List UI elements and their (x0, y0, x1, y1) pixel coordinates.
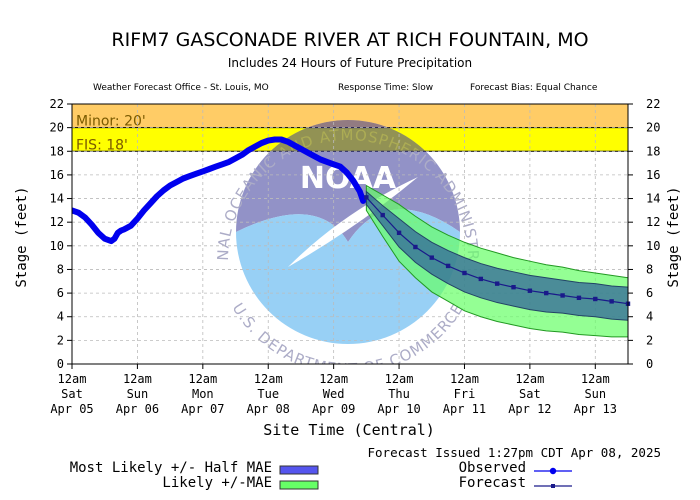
y-tick-label-right: 20 (646, 121, 660, 135)
x-tick-label-time: 12am (319, 372, 348, 386)
y-tick-label-right: 18 (646, 144, 660, 158)
forecast-point (445, 263, 451, 269)
x-tick-label-date: Apr 10 (377, 402, 420, 416)
x-tick-label-date: Apr 08 (247, 402, 290, 416)
x-tick-label-time: 12am (188, 372, 217, 386)
x-tick-label-time: 12am (450, 372, 479, 386)
forecast-point (380, 212, 385, 218)
x-tick-label-day: Wed (323, 387, 345, 401)
x-tick-label-time: 12am (254, 372, 283, 386)
legend-forecast-label: Forecast (459, 475, 526, 491)
forecast-point (560, 293, 565, 298)
forecast-point (609, 299, 614, 304)
y-tick-label-left: 12 (50, 215, 64, 229)
forecast-point (527, 288, 533, 293)
x-tick-label-date: Apr 06 (116, 402, 159, 416)
x-tick-label-date: Apr 07 (181, 402, 224, 416)
legend-observed-marker (549, 467, 557, 475)
y-axis-label-right: Stage (feet) (666, 186, 682, 287)
y-tick-label-right: 14 (646, 192, 660, 206)
minor-flood-band (72, 104, 628, 128)
observed-series-line (72, 136, 367, 245)
response-time-label: Response Time: Slow (338, 83, 433, 93)
x-tick-label-time: 12am (385, 372, 414, 386)
y-tick-label-left: 14 (50, 192, 64, 206)
x-tick-label-day: Mon (192, 387, 214, 401)
legend-mae-label: Likely +/-MAE (162, 475, 272, 491)
y-tick-label-left: 18 (50, 144, 64, 158)
x-tick-label-date: Apr 13 (574, 402, 617, 416)
x-tick-label-date: Apr 11 (443, 402, 486, 416)
y-tick-label-left: 10 (50, 239, 64, 253)
forecast-point (462, 270, 467, 276)
y-tick-label-left: 22 (50, 97, 64, 111)
x-tick-label-date: Apr 12 (508, 402, 551, 416)
x-tick-label-time: 12am (515, 372, 544, 386)
forecast-point (413, 244, 418, 250)
seal-top-half (236, 120, 460, 242)
x-tick-label-time: 12am (581, 372, 610, 386)
forecast-bias-label: Forecast Bias: Equal Chance (470, 83, 598, 93)
forecast-point (494, 281, 500, 286)
x-tick-label-day: Tue (257, 387, 279, 401)
y-tick-label-left: 16 (50, 168, 64, 182)
forecast-point (478, 276, 484, 282)
x-tick-label-day: Sat (519, 387, 541, 401)
minor-threshold-label: Minor: 20' (76, 114, 146, 130)
y-tick-label-left: 4 (57, 310, 64, 324)
x-axis-label: Site Time (Central) (263, 421, 435, 439)
forecast-point (511, 284, 516, 290)
legend-half-mae-swatch (279, 465, 319, 475)
forecast-point (593, 296, 598, 302)
x-tick-label-day: Thu (388, 387, 410, 401)
y-tick-label-right: 6 (646, 286, 653, 300)
x-tick-label-time: 12am (58, 372, 87, 386)
wfo-label: Weather Forecast Office - St. Louis, MO (93, 83, 269, 93)
legend-half-mae-label: Most Likely +/- Half MAE (70, 460, 272, 476)
legend-observed-label: Observed (459, 460, 526, 476)
forecast-point (364, 195, 369, 200)
y-tick-label-left: 6 (57, 286, 64, 300)
y-tick-label-right: 8 (646, 262, 653, 276)
chart-title: RIFM7 GASCONADE RIVER AT RICH FOUNTAIN, … (111, 29, 588, 51)
y-axis-label-left: Stage (feet) (14, 186, 30, 287)
y-tick-label-left: 2 (57, 333, 64, 347)
half-mae-band (365, 190, 628, 321)
plot-area: NOAANATIONAL OCEANIC AND ATMOSPHERIC ADM… (50, 97, 661, 416)
x-tick-label-day: Fri (454, 387, 476, 401)
forecast-point (396, 230, 402, 236)
x-tick-label-time: 12am (123, 372, 152, 386)
x-tick-label-day: Sat (61, 387, 83, 401)
legend-forecast-marker (551, 484, 555, 488)
chart-subtitle: Includes 24 Hours of Future Precipitatio… (228, 56, 472, 70)
plot-border (71, 103, 629, 365)
x-tick-label-day: Sun (127, 387, 149, 401)
forecast-point (576, 295, 582, 301)
forecast-point (544, 290, 549, 296)
y-tick-label-left: 8 (57, 262, 64, 276)
y-tick-label-right: 22 (646, 97, 660, 111)
y-tick-label-left: 20 (50, 121, 64, 135)
legend-mae-swatch (279, 480, 319, 490)
y-tick-label-right: 4 (646, 310, 653, 324)
y-tick-label-right: 2 (646, 333, 653, 347)
issued-label: Forecast Issued 1:27pm CDT Apr 08, 2025 (368, 445, 662, 460)
x-tick-label-date: Apr 05 (50, 402, 93, 416)
y-tick-label-left: 0 (57, 357, 64, 371)
y-tick-label-right: 10 (646, 239, 660, 253)
x-tick-label-date: Apr 09 (312, 402, 355, 416)
y-tick-label-right: 16 (646, 168, 660, 182)
x-tick-label-day: Sun (584, 387, 606, 401)
y-tick-label-right: 12 (646, 215, 660, 229)
forecast-point (429, 255, 434, 260)
y-tick-label-right: 0 (646, 357, 653, 371)
fis-threshold-label: FIS: 18' (76, 137, 128, 153)
